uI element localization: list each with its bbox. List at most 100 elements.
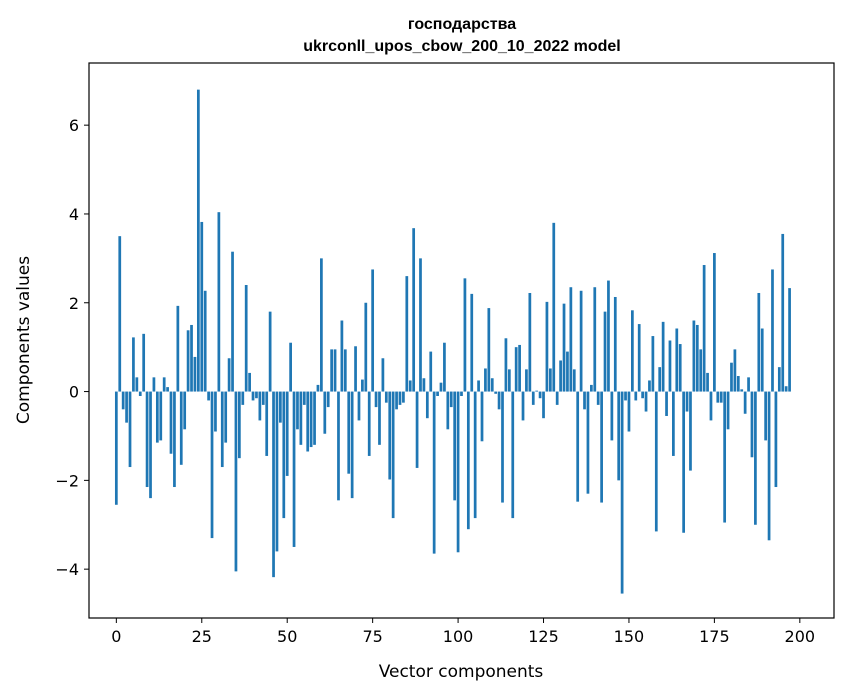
bar	[665, 391, 668, 416]
plot-frame	[88, 62, 835, 619]
bar	[241, 391, 245, 405]
bar	[166, 387, 169, 392]
bar	[388, 391, 392, 480]
bar	[631, 310, 634, 392]
bar	[637, 324, 641, 392]
bar	[518, 344, 521, 392]
bar	[627, 391, 631, 432]
bar	[624, 391, 627, 401]
bar	[255, 391, 258, 399]
bar	[521, 391, 525, 421]
bar	[142, 333, 146, 392]
bar	[251, 391, 255, 401]
bar	[788, 288, 791, 392]
bar	[545, 301, 549, 392]
bar	[125, 391, 128, 423]
bar	[169, 391, 173, 454]
bar	[118, 236, 122, 392]
bar	[217, 212, 221, 392]
bar	[494, 391, 498, 394]
bar	[384, 391, 388, 403]
bar	[501, 391, 504, 503]
bar	[555, 391, 559, 405]
bar	[234, 391, 238, 572]
bar	[214, 391, 217, 432]
bar	[152, 377, 156, 392]
bar	[279, 391, 282, 423]
y-tick-label: 6	[69, 116, 79, 135]
bar	[275, 391, 279, 552]
x-tick-label: 100	[443, 627, 474, 646]
bar	[538, 391, 542, 399]
bar	[569, 287, 573, 392]
bar	[456, 391, 460, 553]
bar	[289, 342, 292, 392]
bar	[429, 351, 433, 392]
bar	[227, 358, 231, 392]
bar	[760, 328, 764, 392]
bar	[422, 378, 426, 392]
bar	[473, 391, 477, 519]
bar	[415, 391, 419, 468]
bar	[357, 391, 361, 421]
bar	[692, 320, 696, 392]
bar	[432, 391, 436, 554]
bar	[282, 391, 286, 519]
bar	[220, 391, 224, 468]
bar	[654, 391, 658, 532]
bar	[261, 391, 265, 405]
bar	[607, 280, 610, 392]
bar	[306, 391, 310, 452]
chart-title: господарства	[408, 16, 516, 33]
bar	[572, 369, 576, 392]
bar	[620, 391, 624, 594]
bar	[730, 362, 733, 392]
bar	[559, 360, 562, 392]
bar	[374, 391, 378, 408]
bar	[436, 391, 439, 396]
bar	[412, 228, 416, 392]
bar	[196, 89, 200, 392]
bar	[381, 358, 385, 392]
bar	[736, 376, 740, 392]
bar	[210, 391, 214, 539]
bar	[484, 368, 487, 392]
bar	[596, 391, 600, 405]
bar	[200, 221, 204, 392]
bar	[579, 290, 583, 392]
bar	[439, 382, 443, 392]
bar	[477, 380, 480, 392]
y-tick-label: −4	[55, 560, 79, 579]
axis-ticks: 0 25 50 75 100 125 150 175 200 −4 −2 0 2 4 6	[55, 116, 815, 646]
x-axis-label: Vector components	[379, 662, 544, 682]
bar	[709, 391, 713, 421]
bar	[682, 391, 685, 533]
bar	[446, 391, 450, 430]
bar	[460, 391, 463, 396]
bar	[320, 258, 323, 392]
bar	[350, 391, 354, 499]
bar	[425, 391, 429, 419]
bar	[326, 391, 330, 408]
bar	[757, 292, 761, 392]
y-tick-label: 2	[69, 294, 79, 313]
bar	[248, 372, 251, 392]
bar	[480, 391, 484, 442]
bar	[402, 391, 405, 403]
bar	[641, 391, 644, 399]
bar	[149, 391, 152, 499]
bar	[330, 349, 333, 392]
bar	[675, 328, 679, 392]
bar	[774, 391, 778, 488]
bar	[613, 296, 617, 392]
bar	[771, 269, 774, 392]
bar	[173, 391, 176, 488]
bar	[340, 320, 344, 392]
bar	[713, 253, 716, 392]
bar	[661, 321, 665, 392]
bar	[378, 391, 381, 445]
bar	[302, 391, 306, 405]
bar	[507, 369, 511, 392]
bar	[767, 391, 771, 541]
